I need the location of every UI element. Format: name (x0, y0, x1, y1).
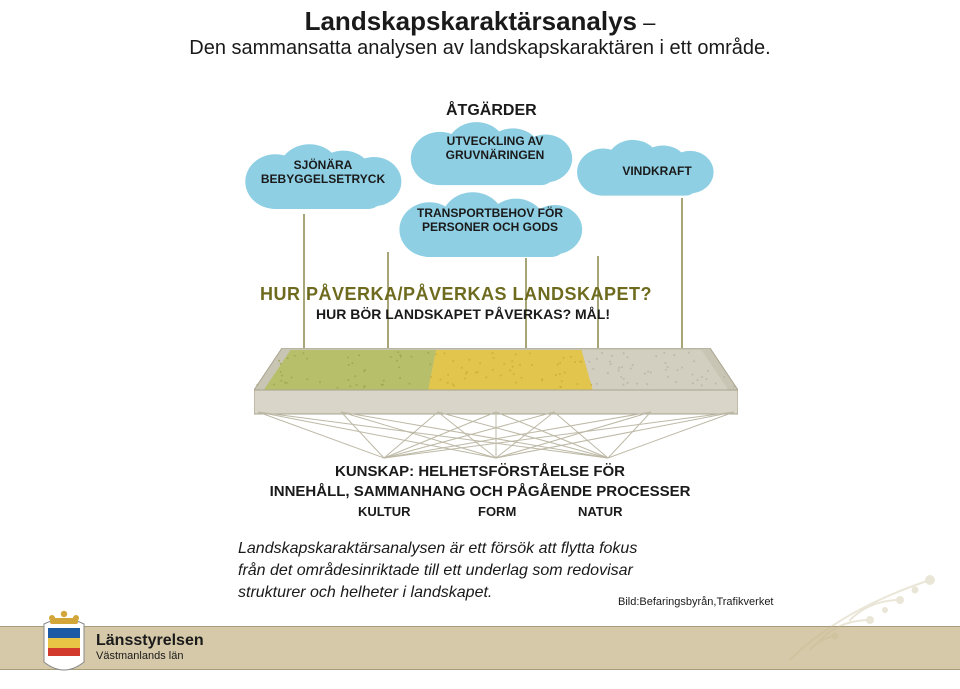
kunskap-line2: INNEHÅLL, SAMMANHANG OCH PÅGÅENDE PROCES… (0, 482, 960, 502)
desc-line-2: från det områdesinriktade till ett under… (238, 562, 633, 580)
kunskap-bold: KUNSKAP: (335, 463, 414, 480)
pillar-kultur: KULTUR (358, 504, 410, 519)
cloud-label-c2: UTVECKLING AVGRUVNÄRINGEN (410, 134, 580, 163)
desc-line-1: Landskapskaraktärsanalysen är ett försök… (238, 540, 637, 558)
desc-line-3: strukturer och helheter i landskapet. (238, 584, 492, 602)
title-dash: – (637, 10, 655, 35)
kunskap-text: KUNSKAP: HELHETSFÖRSTÅELSE FÖR INNEHÅLL, … (0, 462, 960, 503)
lansstyrelsen-shield-icon (34, 608, 94, 687)
question-goal: HUR BÖR LANDSKAPET PÅVERKAS? MÅL! (316, 306, 610, 322)
cloud-label-c1: SJÖNÄRABEBYGGELSETRYCK (238, 158, 408, 187)
question-impact: HUR PÅVERKA/PÅVERKAS LANDSKAPET? (260, 284, 652, 305)
cloud-label-c3: VINDKRAFT (592, 164, 722, 178)
landscape-slab (254, 348, 738, 421)
kunskap-rest: HELHETSFÖRSTÅELSE FÖR (414, 463, 625, 480)
footer-logo-text2: Västmanlands län (96, 650, 183, 662)
pillar-form: FORM (478, 504, 516, 519)
title-line1: Landskapskaraktärsanalys (305, 6, 637, 36)
image-credit: Bild:Befaringsbyrån,Trafikverket (618, 596, 774, 608)
footer-logo-text1: Länsstyrelsen (96, 632, 204, 650)
branch-watermark-icon (780, 570, 950, 675)
title-line2: Den sammansatta analysen av landskapskar… (189, 37, 770, 59)
pillar-natur: NATUR (578, 504, 623, 519)
cloud-label-c4: TRANSPORTBEHOV FÖRPERSONER OCH GODS (390, 206, 590, 235)
title-block: Landskapskaraktärsanalys – Den sammansat… (0, 6, 960, 60)
atgarder-heading: ÅTGÄRDER (446, 102, 537, 120)
